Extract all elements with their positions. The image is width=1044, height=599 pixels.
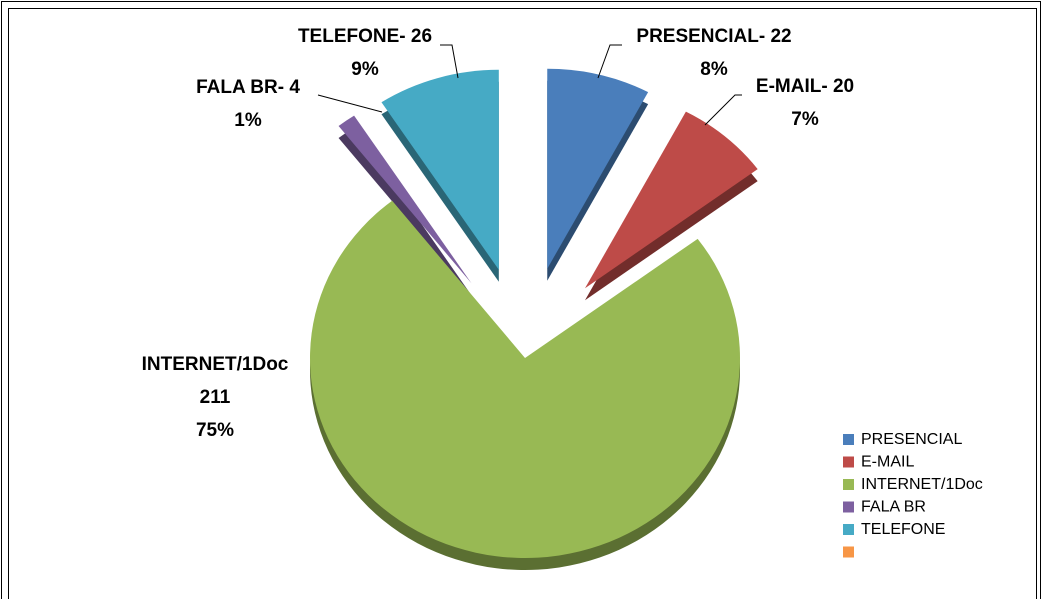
legend-label: INTERNET/1Doc [861,476,983,493]
leader-line [597,44,622,79]
data-label: TELEFONE- 26 [298,26,432,47]
slice [585,111,758,289]
data-label: 1% [234,110,262,131]
data-label: FALA BR- 4 [196,77,300,98]
legend-swatch [843,434,854,445]
slice-side [338,127,472,296]
legend-label: TELEFONE [861,521,945,538]
legend-swatch [843,479,854,490]
leader-line [317,94,383,113]
plot-frame [8,8,1037,599]
legend-swatch [843,456,854,468]
legend-label: FALA BR [861,499,926,516]
data-label: INTERNET/1Doc [142,354,289,375]
data-label: 75% [196,420,234,441]
leader-line [440,44,459,79]
leader-line [704,94,742,126]
slice [310,200,740,558]
slice [381,69,499,270]
slice [547,68,649,269]
data-label: PRESENCIAL- 22 [636,26,791,47]
data-label: 211 [200,387,231,408]
slice [338,115,472,284]
legend-label: E-MAIL [861,454,914,471]
data-label: 7% [791,109,819,130]
legend-label: PRESENCIAL [861,431,962,448]
legend-swatch [843,546,854,558]
data-label: 8% [700,59,728,80]
data-label: 9% [351,59,379,80]
data-label: E-MAIL- 20 [756,76,854,97]
legend-swatch [843,524,854,535]
legend-swatch [843,501,854,513]
